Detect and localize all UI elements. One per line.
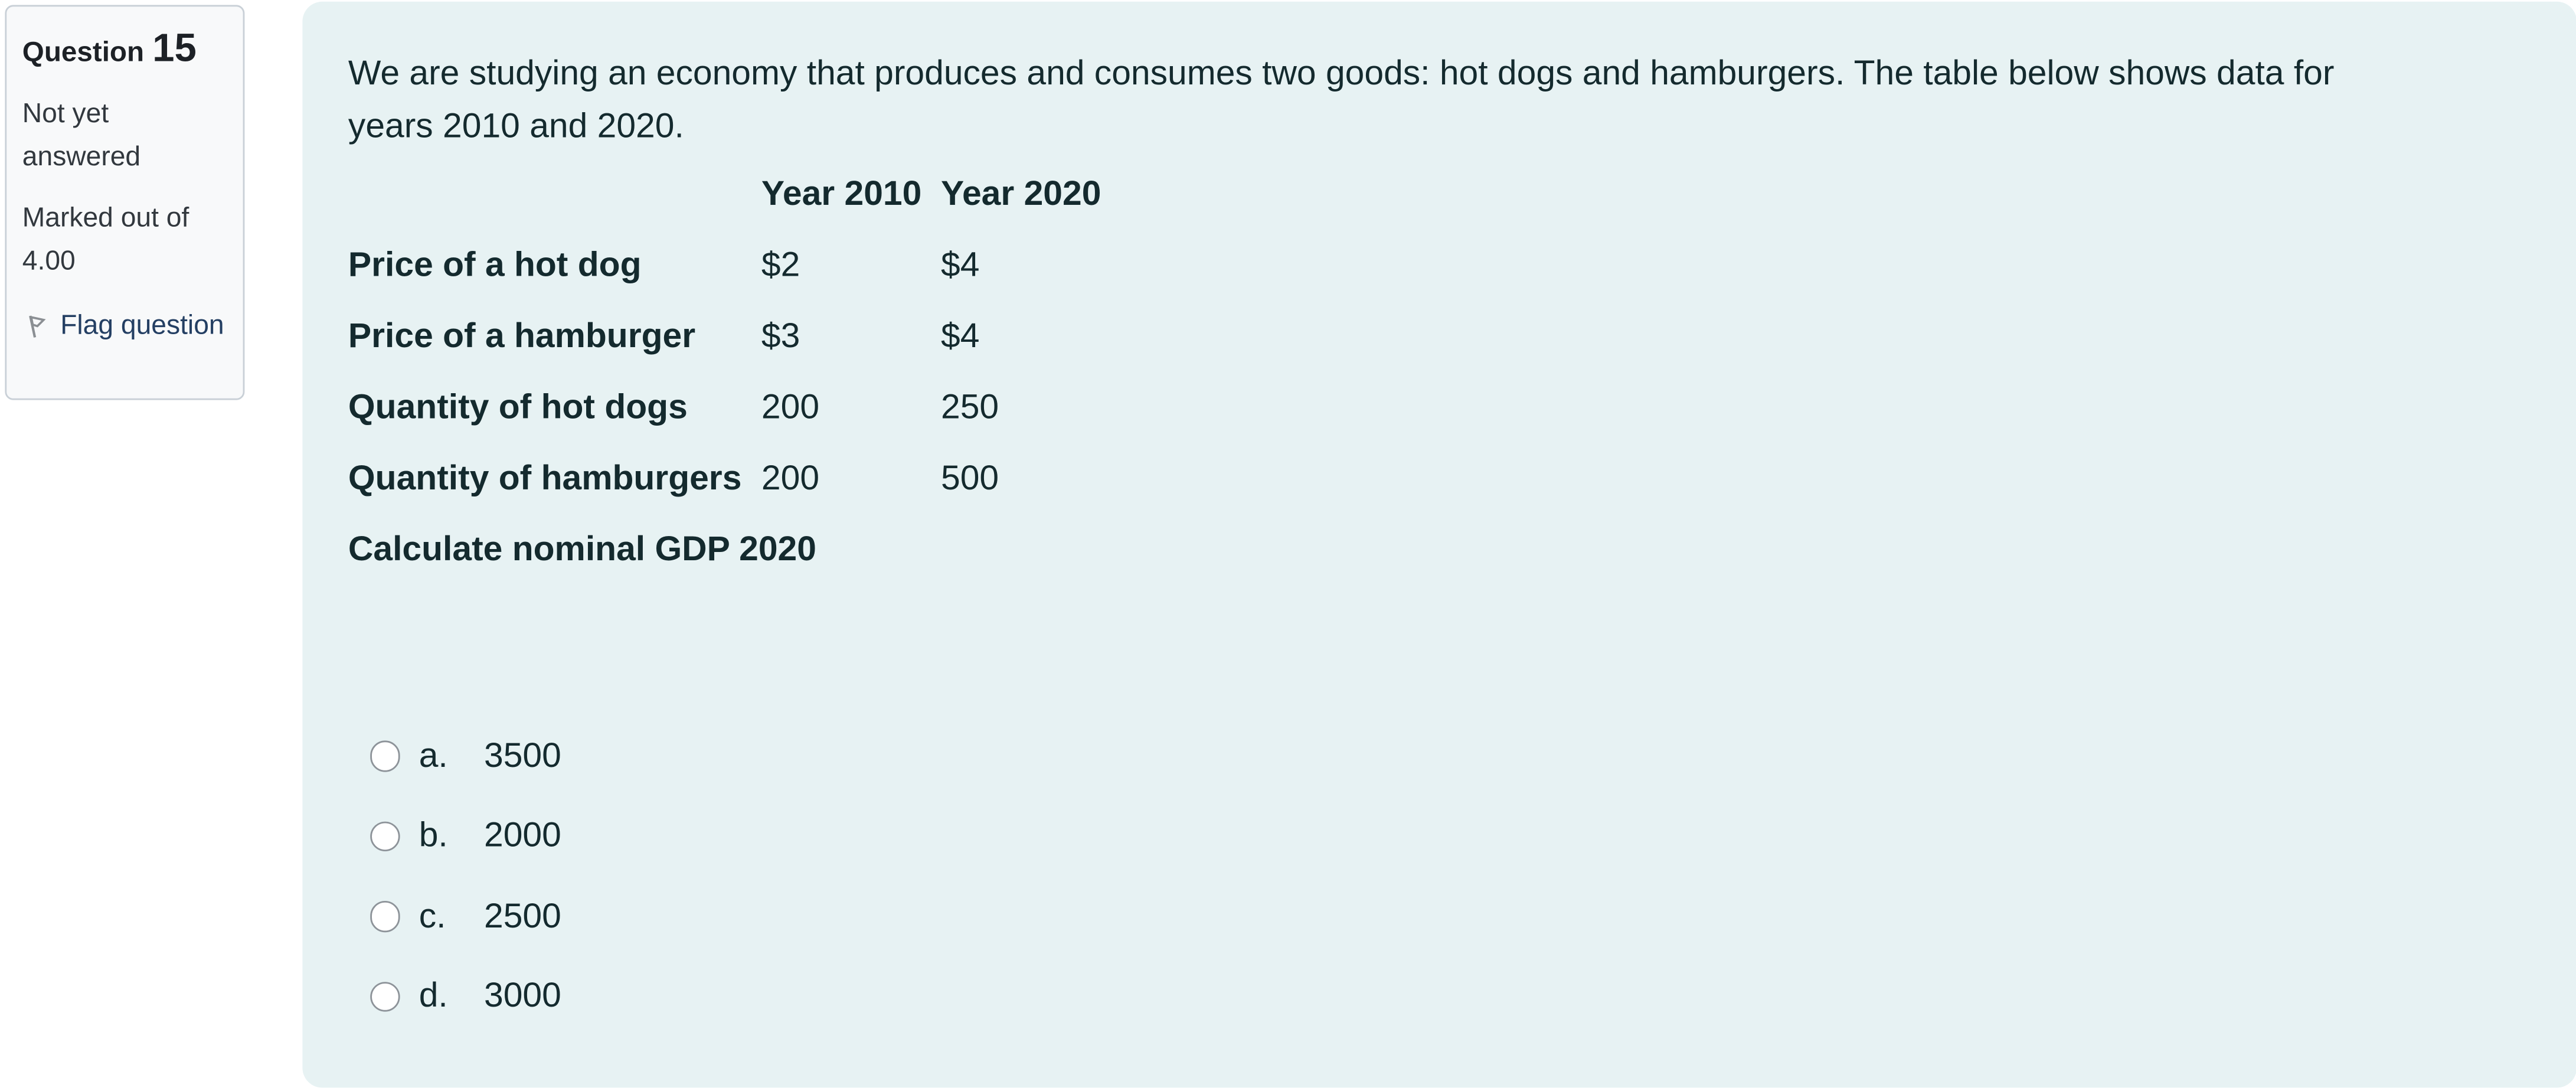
option-letter-b: b. <box>419 816 448 855</box>
answer-option-d: d. 3000 <box>370 971 2536 1023</box>
table-header-empty <box>348 159 761 230</box>
radio-option-d[interactable] <box>370 981 401 1012</box>
table-cell-label: Price of a hot dog <box>348 246 642 285</box>
table-row: Price of a hot dog $2 $4 <box>348 230 1101 301</box>
table-cell-label: Quantity of hot dogs <box>348 388 688 426</box>
table-cell-year2010: $2 <box>761 246 800 285</box>
table-cell-label: Quantity of hamburgers <box>348 459 742 497</box>
flag-icon <box>22 311 60 340</box>
answer-option-a: a. 3500 <box>370 730 2536 782</box>
table-row: Quantity of hot dogs 200 250 <box>348 372 1101 443</box>
answer-option-c: c. 2500 <box>370 891 2536 943</box>
radio-option-c[interactable] <box>370 901 401 932</box>
question-number: Question 15 <box>22 25 227 78</box>
table-row: Price of a hamburger $3 $4 <box>348 301 1101 372</box>
question-info-box: Question 15 Not yet answered Marked out o… <box>5 5 245 400</box>
question-text-line-1: We are studying an economy that produces… <box>348 54 2335 93</box>
option-text-b[interactable]: 2000 <box>484 816 561 855</box>
table-header-year-2020: Year 2020 <box>940 175 1101 214</box>
table-header-row: Year 2010 Year 2020 <box>348 159 1101 230</box>
question-prompt: Calculate nominal GDP 2020 <box>348 530 816 568</box>
question-text: We are studying an economy that produces… <box>348 48 2536 152</box>
table-cell-year2010: 200 <box>761 388 820 426</box>
table-cell-year2010: $3 <box>761 317 800 355</box>
question-text-line-2: years 2010 and 2020. <box>348 106 684 145</box>
flag-question-label: Flag question <box>60 311 224 341</box>
data-table: Year 2010 Year 2020 Price of a hot dog $… <box>348 159 1101 514</box>
question-label: Question <box>22 36 145 68</box>
option-text-c[interactable]: 2500 <box>484 897 561 935</box>
option-text-d[interactable]: 3000 <box>484 976 561 1015</box>
question-grade: Marked out of 4.00 <box>22 203 189 276</box>
answer-option-b: b. 2000 <box>370 811 2536 863</box>
table-cell-year2020: 500 <box>940 459 999 497</box>
option-letter-d: d. <box>419 976 448 1015</box>
table-cell-year2020: $4 <box>940 317 980 355</box>
question-panel: We are studying an economy that produces… <box>302 1 2576 1088</box>
table-row: Quantity of hamburgers 200 500 <box>348 443 1101 514</box>
table-cell-year2020: $4 <box>940 246 980 285</box>
radio-option-a[interactable] <box>370 741 401 772</box>
option-letter-c: c. <box>419 897 446 935</box>
answer-options: a. 3500 b. 2000 c. 2500 d. 3000 <box>370 730 2536 1023</box>
table-cell-year2020: 250 <box>940 388 999 426</box>
question-number-value: 15 <box>152 26 197 71</box>
table-cell-year2010: 200 <box>761 459 820 497</box>
question-status: Not yet answered <box>22 99 141 172</box>
table-cell-label: Price of a hamburger <box>348 317 696 355</box>
radio-option-b[interactable] <box>370 821 401 852</box>
table-header-year-2010: Year 2010 <box>761 175 922 214</box>
flag-question-link[interactable]: Flag question <box>22 304 227 347</box>
option-letter-a: a. <box>419 736 448 775</box>
option-text-a[interactable]: 3500 <box>484 736 561 775</box>
